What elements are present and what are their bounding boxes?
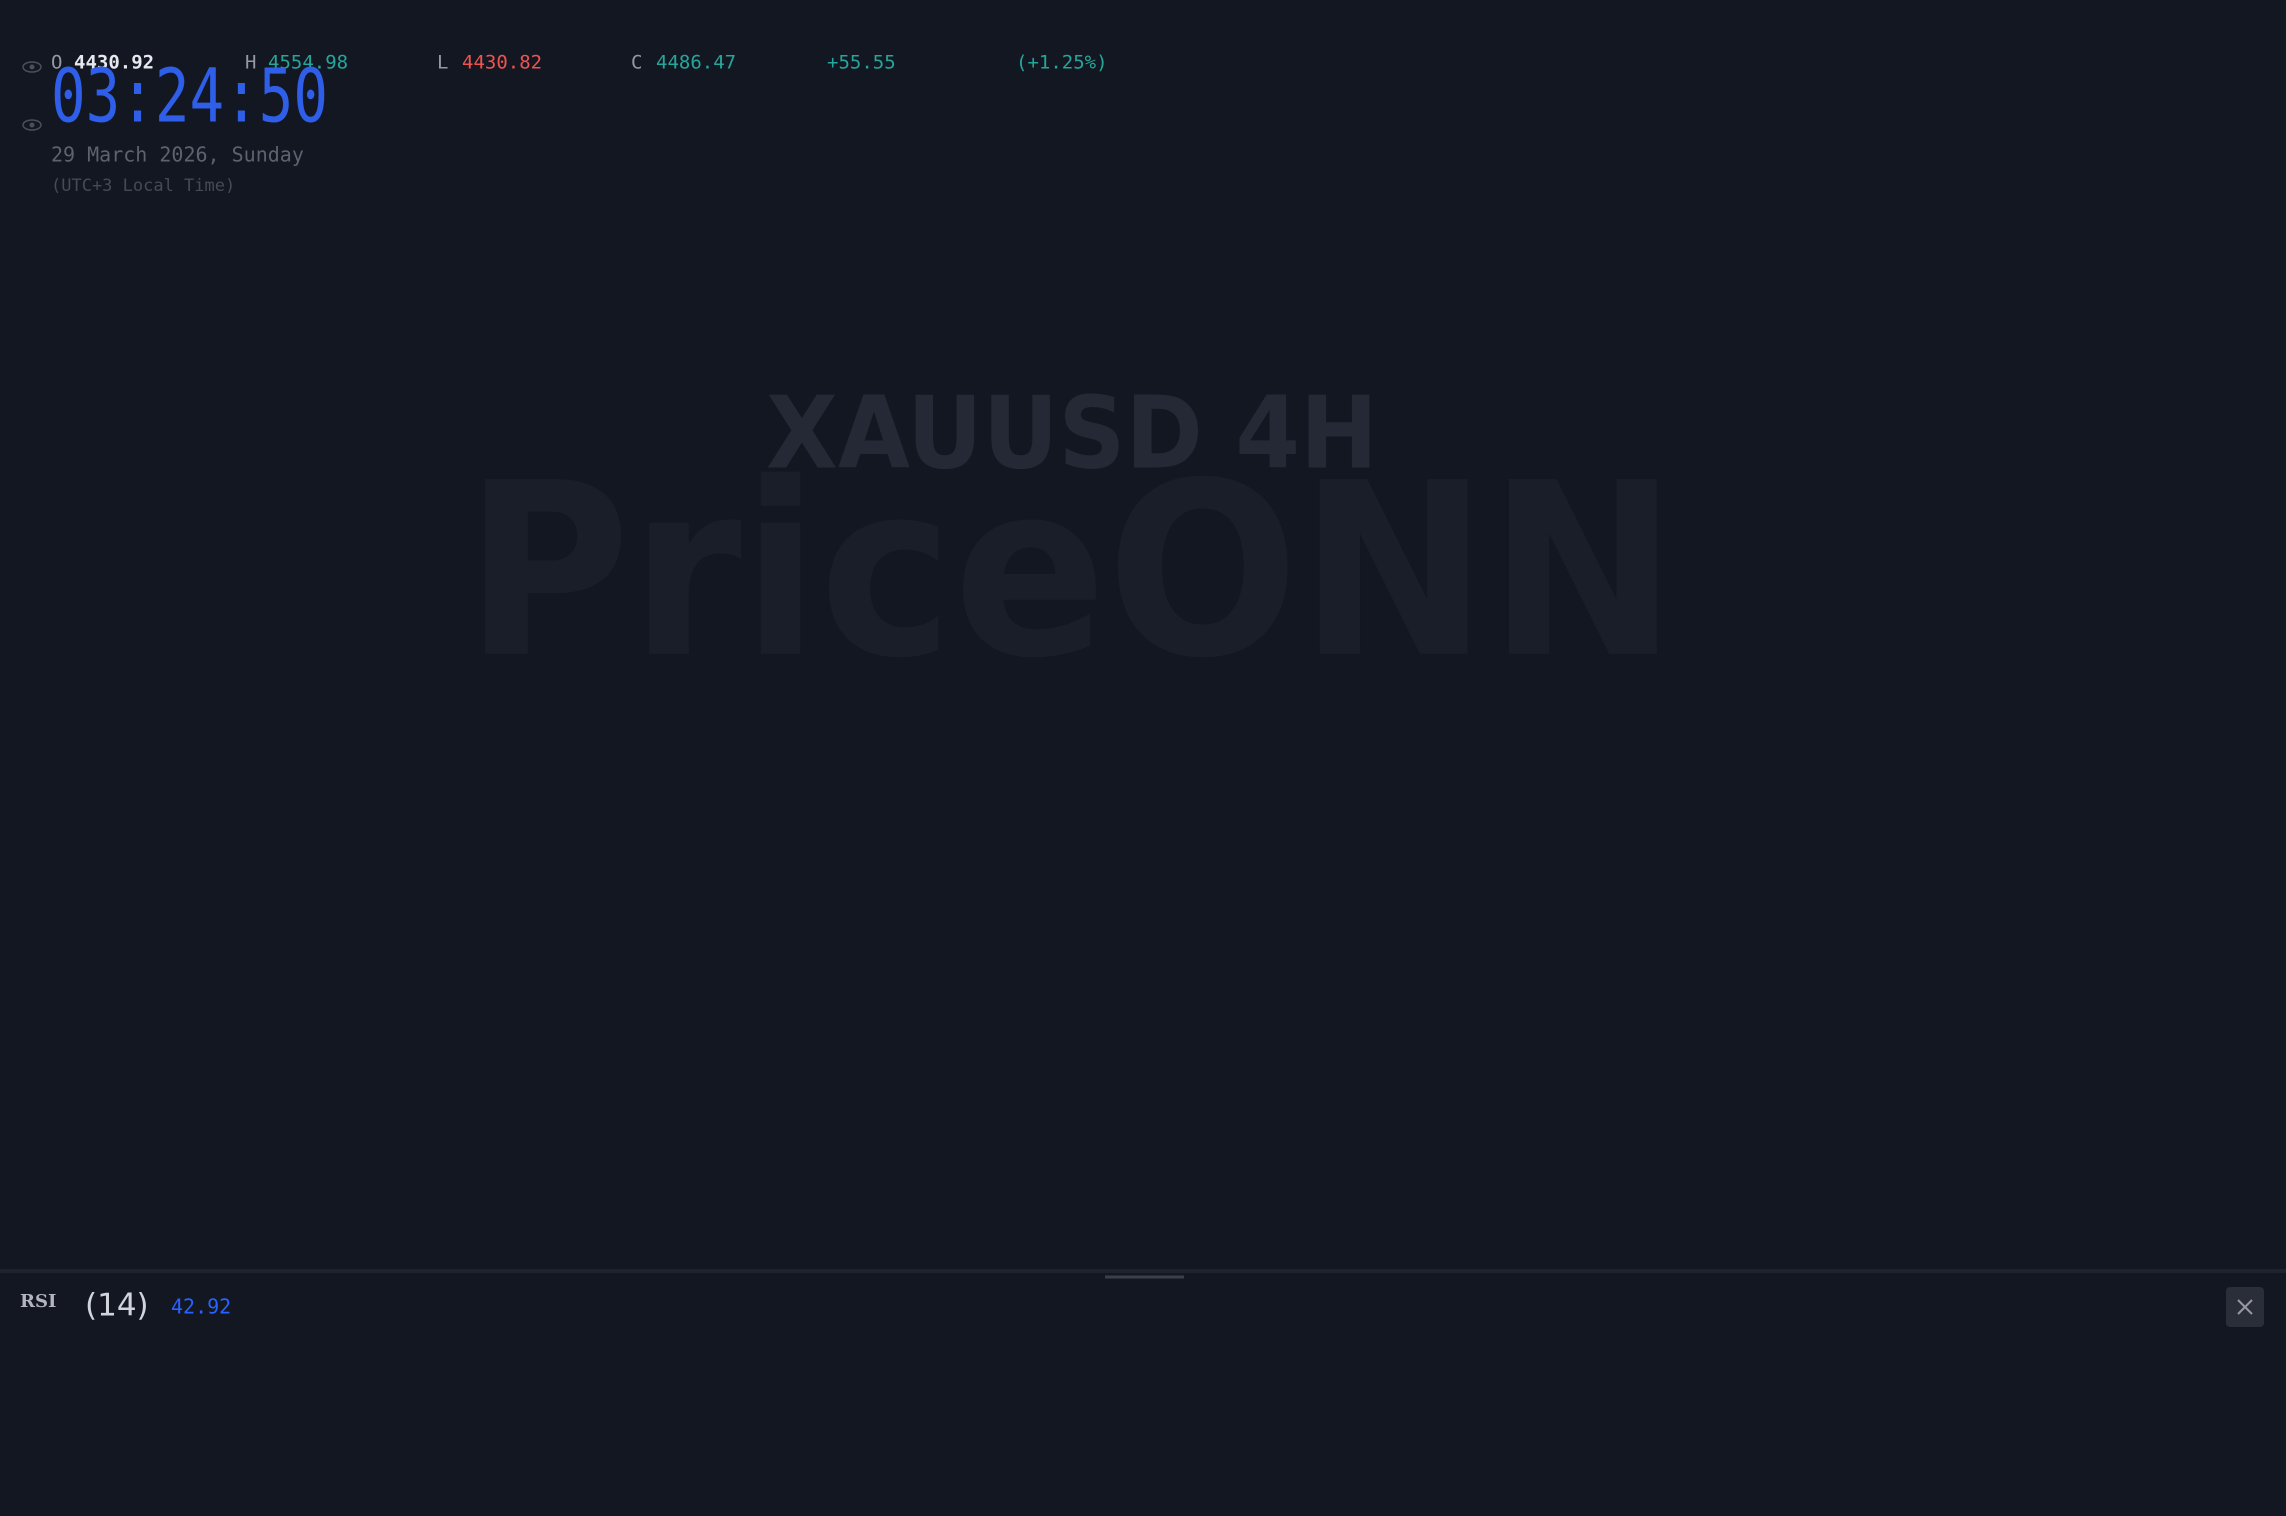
- timezone: (UTC+3 Local Time): [51, 176, 235, 196]
- indicator-name: RSI: [20, 1291, 56, 1312]
- ohlc-label: L: [437, 52, 448, 74]
- date: 29 March 2026, Sunday: [51, 143, 304, 167]
- close-button[interactable]: [2226, 1287, 2264, 1327]
- ohlc-value: 4430.92: [74, 52, 154, 74]
- change: +55.55: [827, 52, 896, 74]
- eye-icon[interactable]: [22, 61, 42, 73]
- eye-icon[interactable]: [22, 119, 42, 131]
- watermark-symbol: XAUUSD 4H: [766, 374, 1378, 491]
- watermark-brand: PriceONN: [465, 431, 1678, 711]
- ohlc-label: C: [631, 52, 642, 74]
- ohlc-label: H: [245, 52, 256, 74]
- change-percent: (+1.25%): [1016, 52, 1108, 74]
- clock: 03:24:50: [51, 54, 328, 140]
- indicator-period: (14): [85, 1288, 149, 1324]
- pane-separator[interactable]: [0, 1269, 2286, 1273]
- ohlc-label: O: [51, 52, 62, 74]
- ohlc-value: 4430.82: [462, 52, 542, 74]
- ohlc-value: 4554.98: [268, 52, 348, 74]
- ohlc-value: 4486.47: [656, 52, 736, 74]
- indicator-value: 42.92: [171, 1295, 231, 1319]
